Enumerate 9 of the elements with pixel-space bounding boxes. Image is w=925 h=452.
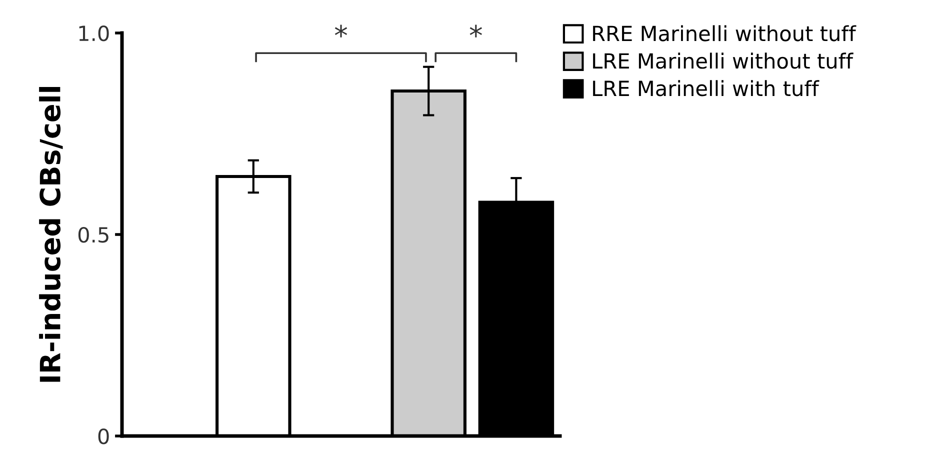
y-tick-label: 0.5 [78,226,108,243]
y-tick-label: 0 [98,428,109,444]
legend-label: RRE Marinelli without tuff [593,25,856,42]
annotation: * [470,24,482,38]
y-axis-title: IR-induced CBs/cell [39,87,63,382]
legend-label: LRE Marinelli with tuff [593,80,820,96]
annotation: * [334,24,348,38]
legend-label: LRE Marinelli without tuff [593,52,854,69]
y-tick-label: 1.0 [79,25,109,42]
